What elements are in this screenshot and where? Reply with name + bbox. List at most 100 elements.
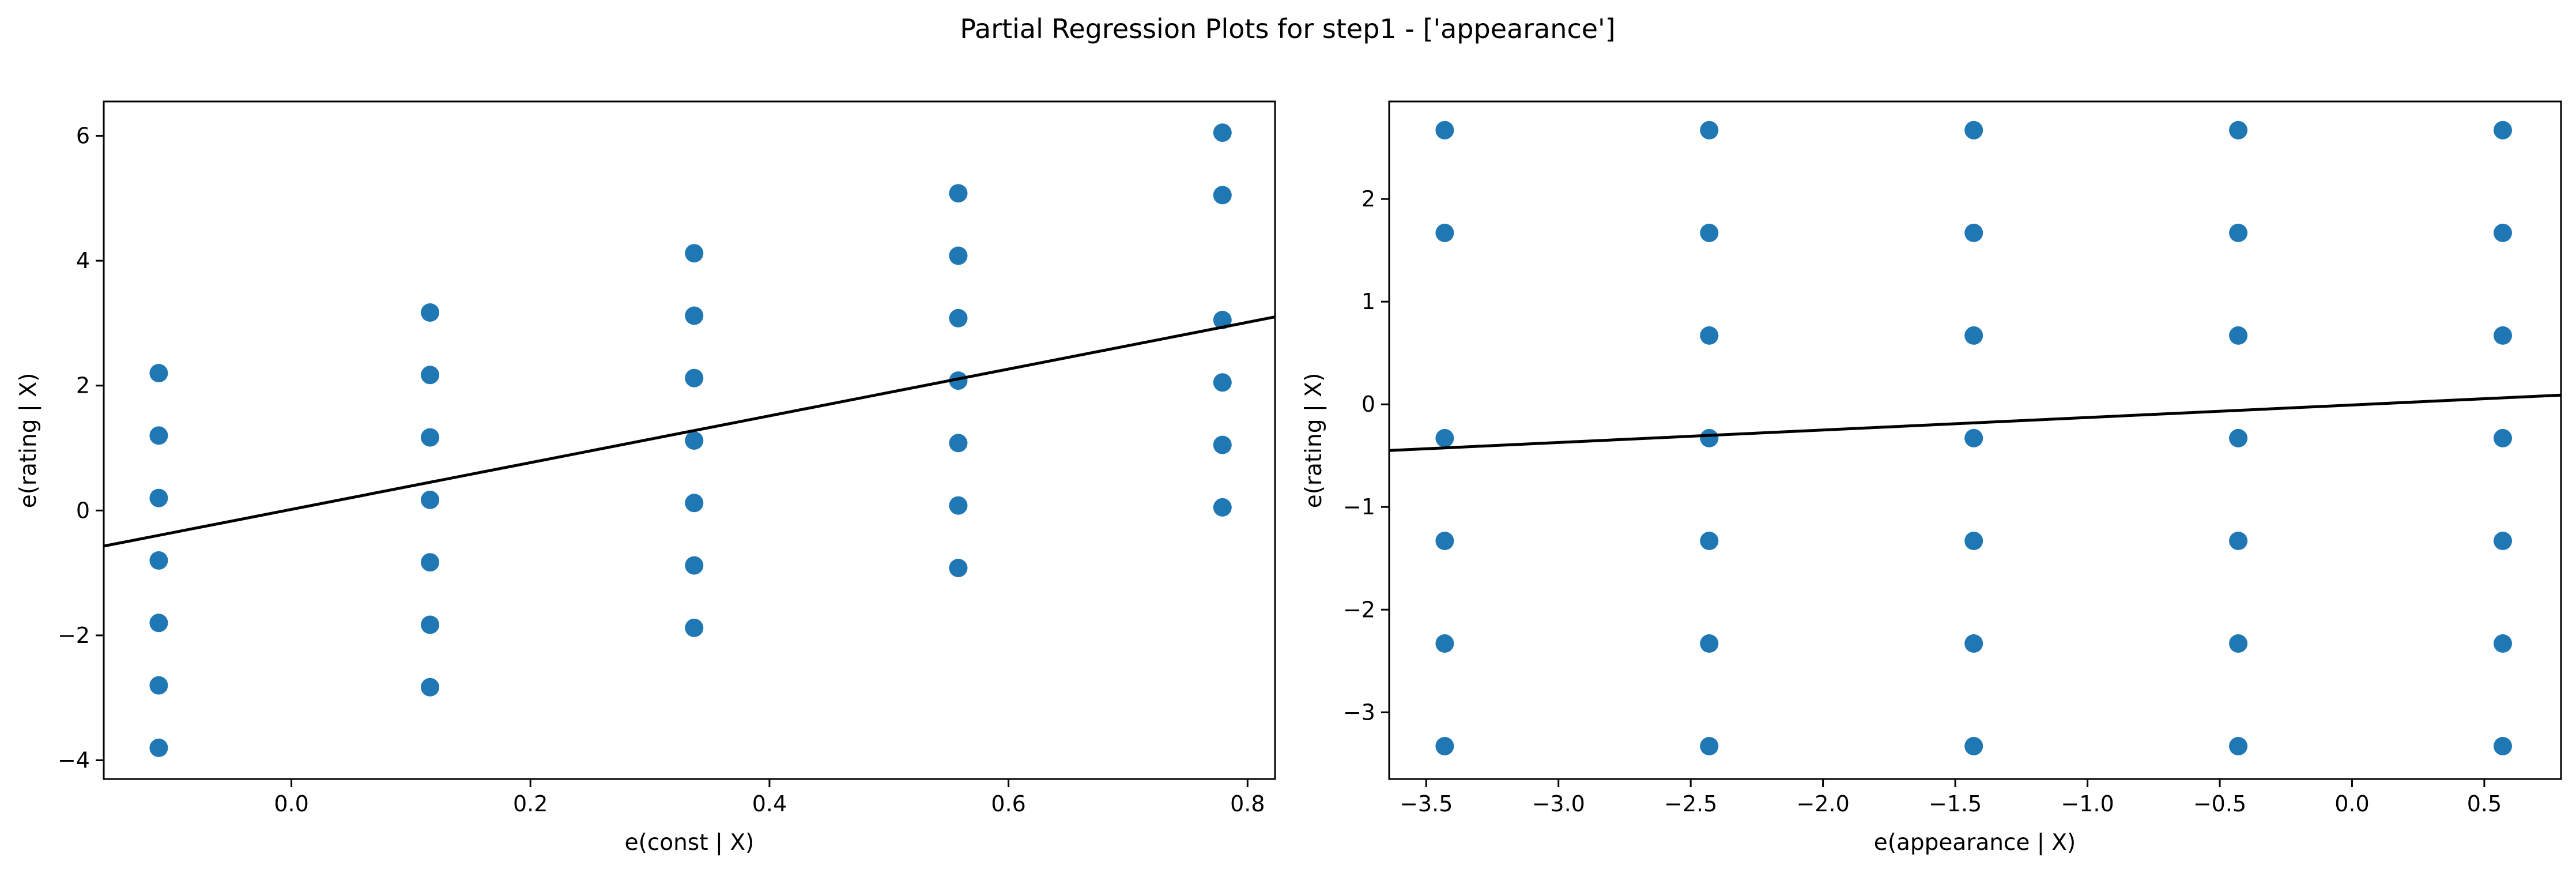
data-point — [1700, 428, 1719, 447]
x-tick-label: −3.5 — [1400, 791, 1453, 816]
plot-frame-appearance — [1388, 100, 2562, 780]
panel-appearance: −3.5 −3.0 −2.5 −2.0 −1.5 −1.0 −0.5 0.0 0.5 −3−2−… — [1301, 100, 2562, 856]
data-point — [149, 676, 168, 695]
data-point — [2229, 223, 2248, 242]
data-point — [949, 496, 968, 515]
data-point — [949, 246, 968, 265]
data-point — [1964, 634, 1983, 653]
data-point — [685, 618, 704, 637]
data-point — [149, 426, 168, 445]
data-point — [685, 244, 704, 263]
y-tick-label: −2 — [1343, 597, 1375, 622]
data-point — [1964, 223, 1983, 242]
marks-appearance — [1389, 121, 2562, 755]
fit-line — [103, 315, 1276, 548]
data-point — [421, 615, 440, 634]
data-point — [1435, 121, 1454, 140]
x-tick-label: 0.2 — [513, 791, 548, 816]
x-tick-label: −2.5 — [1664, 791, 1717, 816]
data-point — [1964, 121, 1983, 140]
data-point — [1700, 737, 1719, 755]
data-point — [949, 371, 968, 390]
panel-const: 0.0 0.2 0.4 0.6 0.8 −4 −2 0 2 4 6 e(const | X) e(… — [16, 100, 1276, 856]
y-tick-label: 2 — [1361, 186, 1375, 212]
x-tick-label: −3.0 — [1532, 791, 1585, 816]
data-point — [1213, 373, 1232, 392]
data-point — [149, 738, 168, 757]
y-tick-label: 2 — [76, 373, 90, 398]
data-point — [1213, 498, 1232, 517]
yticks-appearance: −3 −2 −1 0 1 2 — [1343, 186, 1389, 725]
data-point — [685, 368, 704, 387]
yticks-const: −4 −2 0 2 4 6 — [58, 123, 104, 773]
data-point — [421, 303, 440, 322]
data-point — [1213, 123, 1232, 142]
data-point — [2494, 428, 2512, 447]
data-point — [1700, 634, 1719, 653]
x-axis-label-appearance: e(appearance | X) — [1874, 830, 2076, 856]
data-point — [2494, 737, 2512, 755]
data-point — [149, 364, 168, 383]
marks-const — [103, 123, 1276, 757]
data-point — [949, 434, 968, 453]
data-point — [2494, 121, 2512, 140]
data-point — [2229, 634, 2248, 653]
data-point — [685, 431, 704, 450]
data-point — [949, 184, 968, 203]
data-point — [1435, 223, 1454, 242]
data-point — [2229, 326, 2248, 345]
data-point — [1213, 186, 1232, 205]
data-point — [421, 678, 440, 697]
y-tick-label: −4 — [58, 748, 90, 773]
data-point — [2494, 326, 2512, 345]
data-point — [2229, 737, 2248, 755]
x-tick-label: −0.5 — [2193, 791, 2246, 816]
data-point — [1213, 311, 1232, 329]
y-tick-label: 0 — [1361, 392, 1375, 417]
data-point — [949, 559, 968, 577]
fit-line — [1389, 393, 2562, 452]
y-tick-label: −2 — [58, 623, 90, 648]
x-tick-label: 0.4 — [752, 791, 787, 816]
data-point — [1700, 121, 1719, 140]
plot-frame-const — [103, 100, 1276, 780]
data-point — [2494, 634, 2512, 653]
data-point — [2494, 223, 2512, 242]
data-point — [1700, 532, 1719, 550]
data-point — [421, 490, 440, 509]
data-point — [1435, 428, 1454, 447]
x-tick-label: 0.0 — [2334, 791, 2369, 816]
data-point — [685, 494, 704, 513]
x-tick-label: 0.8 — [1230, 791, 1265, 816]
data-point — [1964, 428, 1983, 447]
y-axis-label-const: e(rating | X) — [16, 373, 42, 509]
y-tick-label: −1 — [1343, 494, 1375, 520]
data-point — [1964, 326, 1983, 345]
data-point — [685, 306, 704, 325]
data-point — [1435, 634, 1454, 653]
data-point — [1964, 737, 1983, 755]
x-tick-label: 0.5 — [2467, 791, 2502, 816]
data-point — [1435, 737, 1454, 755]
x-axis-label-const: e(const | X) — [625, 830, 755, 856]
x-tick-label: −1.0 — [2061, 791, 2114, 816]
data-point — [421, 366, 440, 385]
data-point — [421, 428, 440, 447]
data-point — [421, 553, 440, 572]
data-point — [149, 488, 168, 507]
data-point — [1435, 532, 1454, 550]
x-tick-label: −1.5 — [1929, 791, 1982, 816]
data-point — [2494, 532, 2512, 550]
y-tick-label: −3 — [1343, 699, 1375, 725]
data-point — [1700, 223, 1719, 242]
data-point — [149, 551, 168, 570]
xticks-const: 0.0 0.2 0.4 0.6 0.8 — [274, 779, 1265, 816]
y-tick-label: 4 — [76, 248, 90, 273]
data-point — [2229, 532, 2248, 550]
y-tick-label: 6 — [76, 123, 90, 149]
data-point — [149, 614, 168, 633]
data-point — [2229, 121, 2248, 140]
y-tick-label: 1 — [1361, 289, 1375, 314]
data-point — [949, 308, 968, 328]
